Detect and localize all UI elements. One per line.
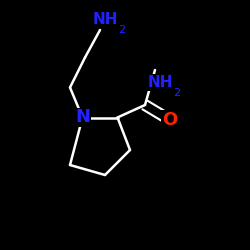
- Text: N: N: [75, 108, 90, 126]
- Text: O: O: [162, 111, 178, 129]
- Text: NH: NH: [92, 12, 118, 28]
- Text: 2: 2: [173, 88, 180, 98]
- Text: 2: 2: [118, 25, 125, 35]
- Text: NH: NH: [147, 75, 173, 90]
